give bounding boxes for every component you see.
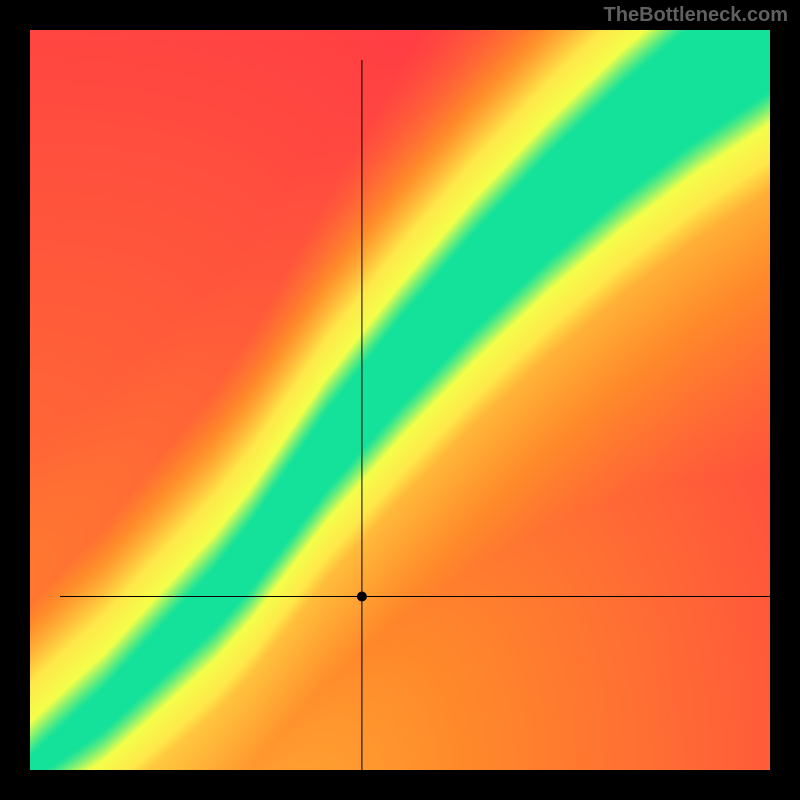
heatmap-canvas [30, 30, 770, 770]
watermark-text: TheBottleneck.com [604, 4, 788, 27]
heatmap-plot [30, 30, 770, 770]
chart-container: TheBottleneck.com [0, 0, 800, 800]
